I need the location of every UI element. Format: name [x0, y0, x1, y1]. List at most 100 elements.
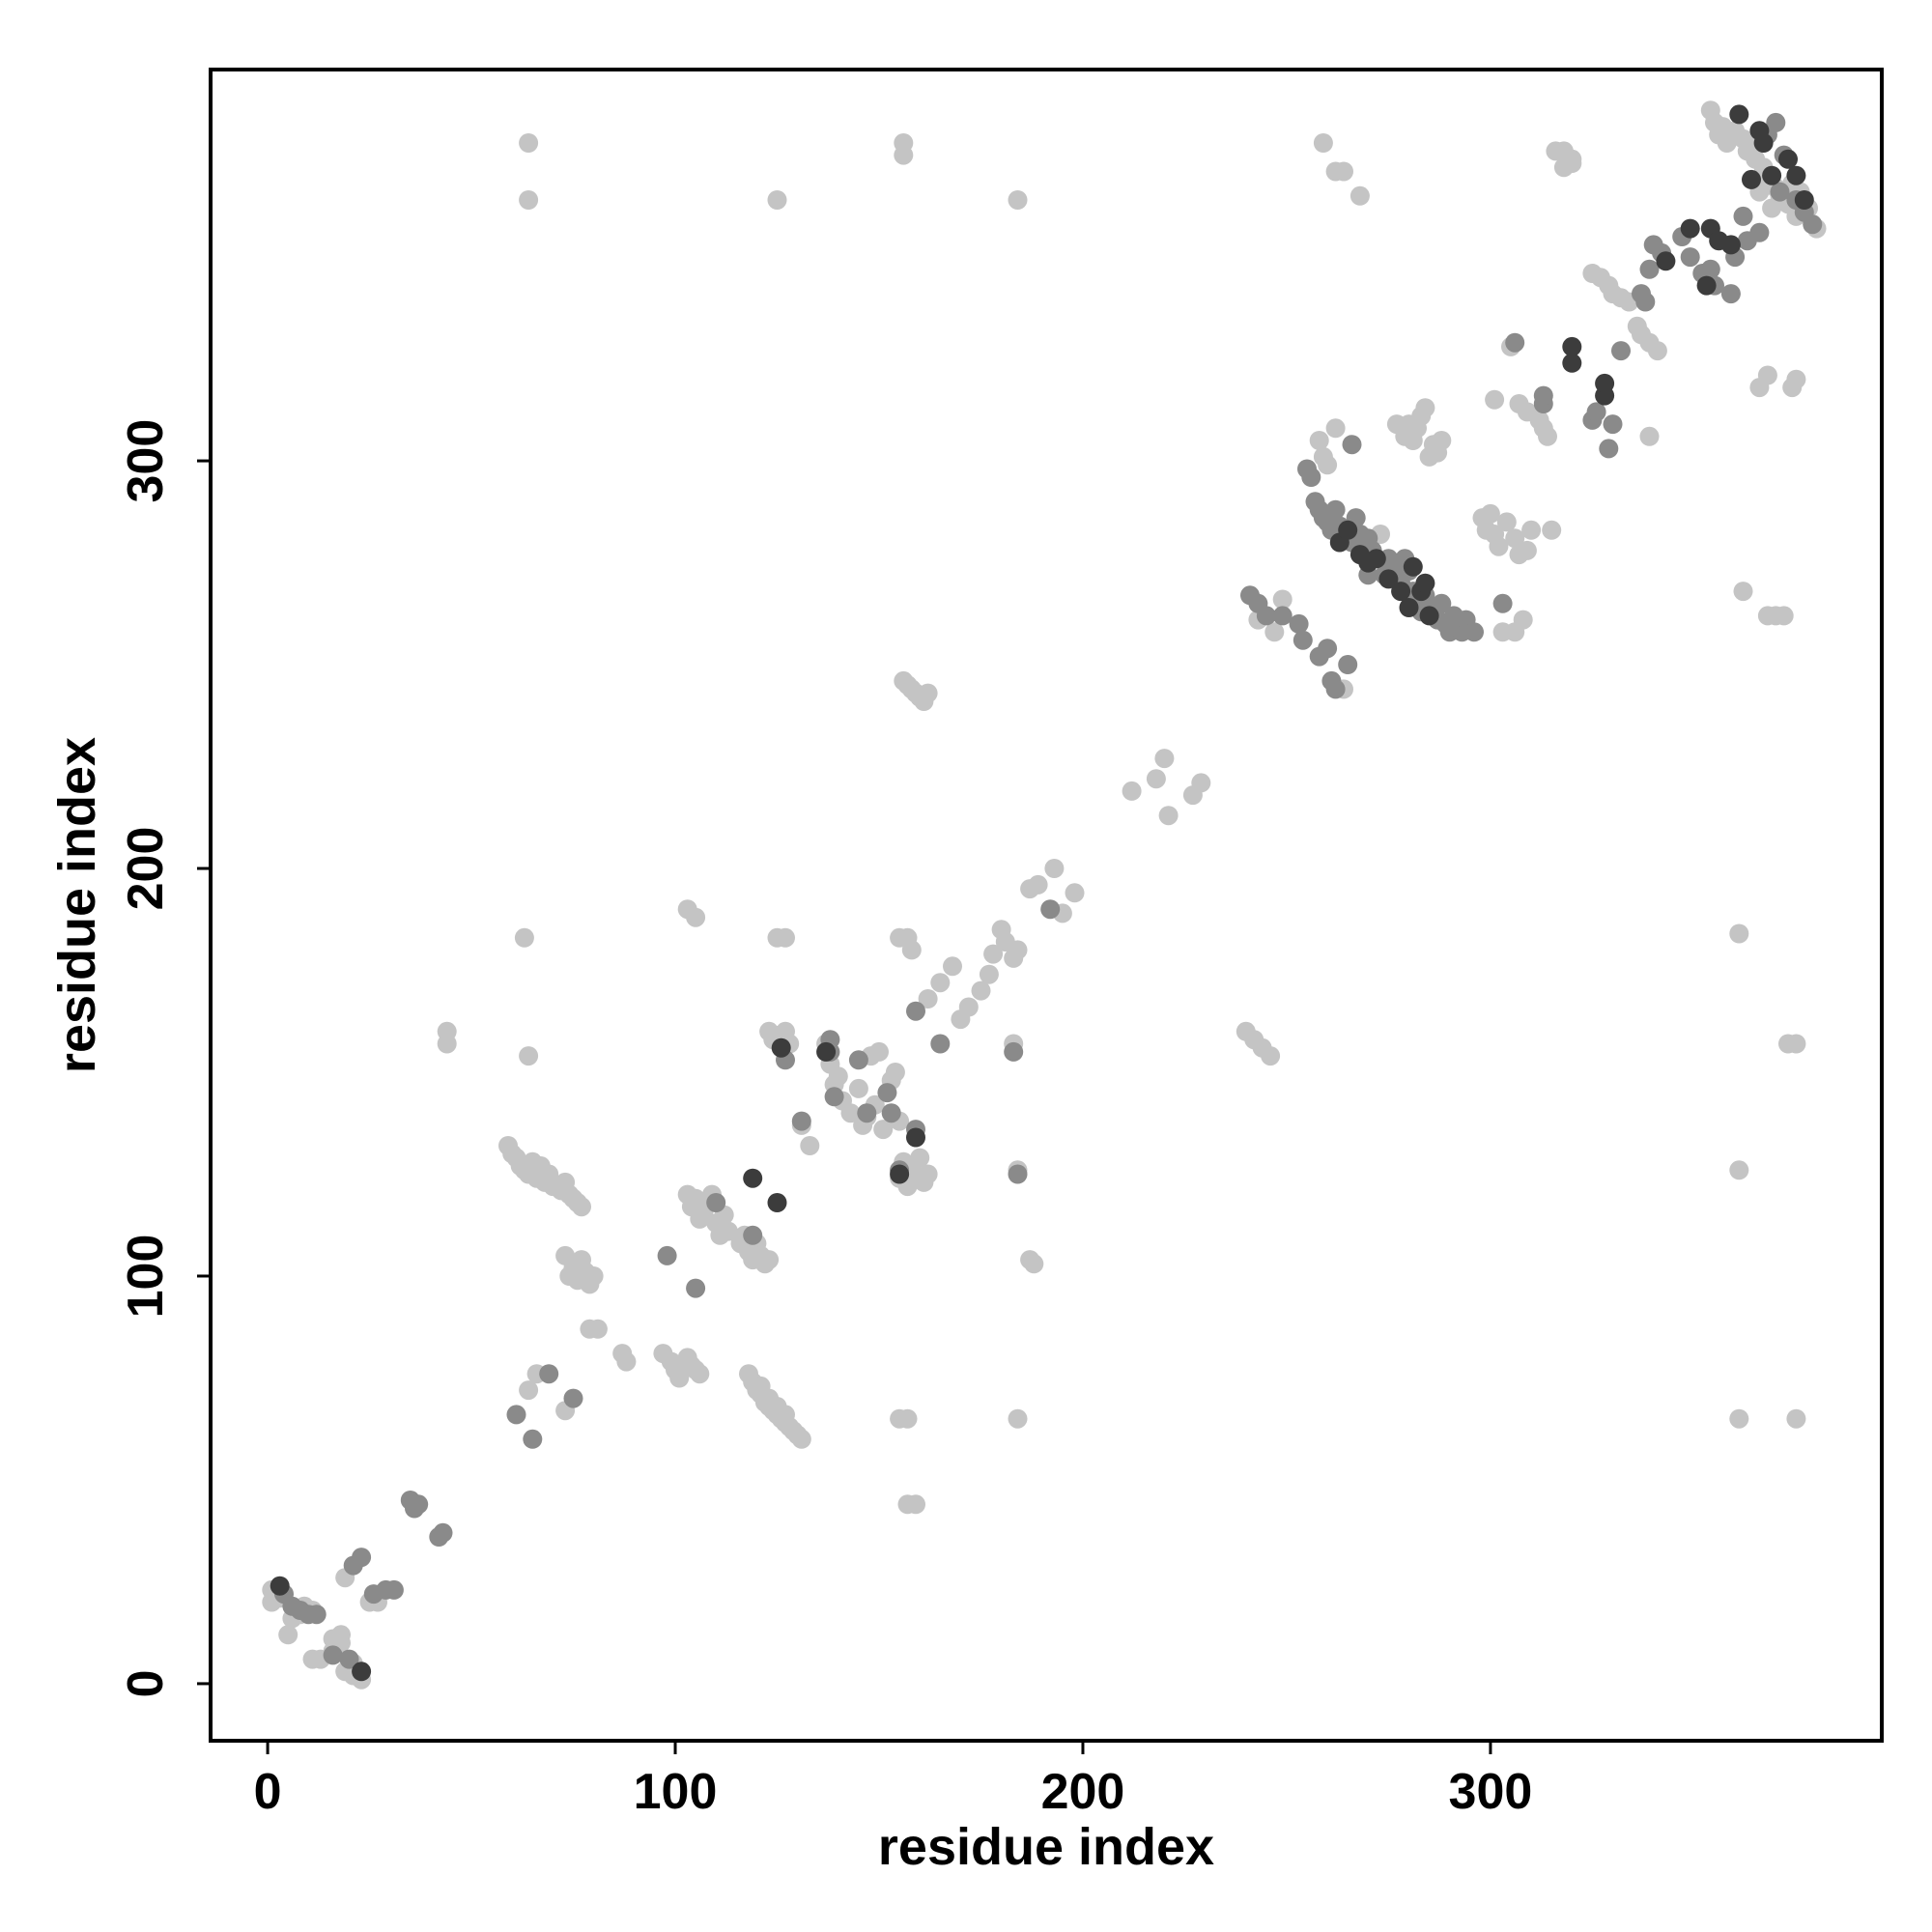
- data-point: [1639, 259, 1660, 279]
- data-point: [433, 1522, 453, 1543]
- data-point: [890, 1164, 910, 1184]
- data-point: [1313, 133, 1333, 153]
- data-point: [1533, 385, 1553, 406]
- data-point: [1325, 418, 1346, 439]
- data-point: [1729, 923, 1749, 944]
- data-point: [1786, 369, 1806, 389]
- data-point: [869, 1041, 889, 1062]
- data-point: [983, 944, 1004, 964]
- data-point: [1696, 275, 1717, 296]
- data-point: [1603, 414, 1623, 435]
- data-point: [352, 1662, 372, 1682]
- data-point: [918, 1164, 938, 1184]
- series-dark: [270, 104, 1814, 1682]
- data-point: [1432, 593, 1452, 613]
- data-point: [1191, 773, 1211, 793]
- data-point: [1562, 154, 1582, 173]
- data-point: [1432, 431, 1452, 450]
- data-point: [514, 927, 534, 948]
- data-point: [437, 1034, 457, 1054]
- data-point: [1803, 214, 1823, 235]
- data-point: [587, 1319, 608, 1339]
- data-point: [881, 1103, 901, 1123]
- data-point: [1342, 435, 1362, 455]
- data-point: [1586, 402, 1606, 422]
- data-point: [583, 1266, 604, 1286]
- data-point: [1325, 499, 1346, 520]
- x-tick-label: 0: [254, 1764, 282, 1820]
- data-point: [930, 1034, 951, 1054]
- data-point: [767, 1193, 787, 1212]
- data-point: [1656, 251, 1676, 271]
- data-point: [1647, 341, 1667, 361]
- data-point: [1272, 589, 1293, 610]
- data-point: [1492, 593, 1513, 613]
- data-point: [1538, 426, 1557, 446]
- data-point: [1505, 528, 1525, 549]
- data-point: [1350, 185, 1370, 206]
- data-point: [1742, 169, 1761, 189]
- data-point: [1334, 161, 1353, 182]
- data-point: [519, 1046, 539, 1066]
- data-point: [877, 1083, 897, 1103]
- data-point: [906, 1494, 925, 1515]
- data-point: [1008, 940, 1028, 960]
- data-point: [971, 980, 991, 1001]
- data-point: [894, 145, 914, 165]
- data-point: [848, 1050, 868, 1070]
- data-point: [857, 1103, 877, 1123]
- data-point: [1008, 1408, 1028, 1429]
- data-point: [572, 1197, 591, 1217]
- data-point: [1318, 639, 1338, 659]
- y-tick-label: 0: [118, 1669, 174, 1697]
- data-point: [776, 927, 795, 948]
- data-point: [1065, 883, 1085, 903]
- data-point: [278, 1625, 298, 1645]
- data-point: [901, 940, 922, 960]
- data-point: [523, 1429, 543, 1449]
- data-point: [897, 1408, 918, 1429]
- data-point: [1562, 336, 1582, 356]
- data-point: [1378, 569, 1399, 589]
- x-tick-label: 300: [1449, 1764, 1533, 1820]
- data-point: [1766, 112, 1786, 132]
- data-point: [519, 1380, 539, 1401]
- data-point: [563, 1388, 583, 1408]
- data-point: [743, 1225, 763, 1245]
- data-point: [1256, 606, 1276, 626]
- data-point: [1289, 613, 1309, 634]
- data-point: [1700, 259, 1720, 279]
- data-point: [1753, 133, 1774, 153]
- data-point: [1489, 536, 1509, 556]
- data-point: [1008, 190, 1028, 210]
- data-point: [718, 1221, 738, 1241]
- x-axis: 0 100 200 300: [254, 1741, 1533, 1820]
- data-point: [1720, 284, 1741, 304]
- data-point: [657, 1245, 677, 1265]
- data-point: [1749, 222, 1770, 242]
- data-point: [1338, 655, 1358, 674]
- data-point: [1008, 1164, 1028, 1184]
- x-tick-label: 100: [634, 1764, 718, 1820]
- data-point: [1264, 622, 1285, 642]
- data-point: [1517, 540, 1537, 560]
- data-point: [1729, 104, 1749, 125]
- y-axis-title: residue index: [48, 737, 106, 1073]
- data-point: [306, 1605, 327, 1625]
- data-point: [958, 997, 979, 1017]
- data-point: [1680, 247, 1700, 268]
- data-point: [1635, 292, 1656, 312]
- data-point: [1399, 598, 1419, 617]
- data-point: [1293, 630, 1313, 650]
- x-tick-label: 200: [1041, 1764, 1125, 1820]
- data-point: [1562, 353, 1582, 373]
- data-point: [1272, 606, 1293, 626]
- data-point: [800, 1136, 820, 1155]
- y-tick-label: 100: [118, 1235, 174, 1319]
- data-point: [1786, 1408, 1806, 1429]
- data-point: [743, 1168, 763, 1188]
- data-point: [1680, 218, 1700, 239]
- data-point: [906, 1127, 925, 1148]
- data-point: [1024, 1254, 1044, 1274]
- data-point: [1261, 1046, 1281, 1066]
